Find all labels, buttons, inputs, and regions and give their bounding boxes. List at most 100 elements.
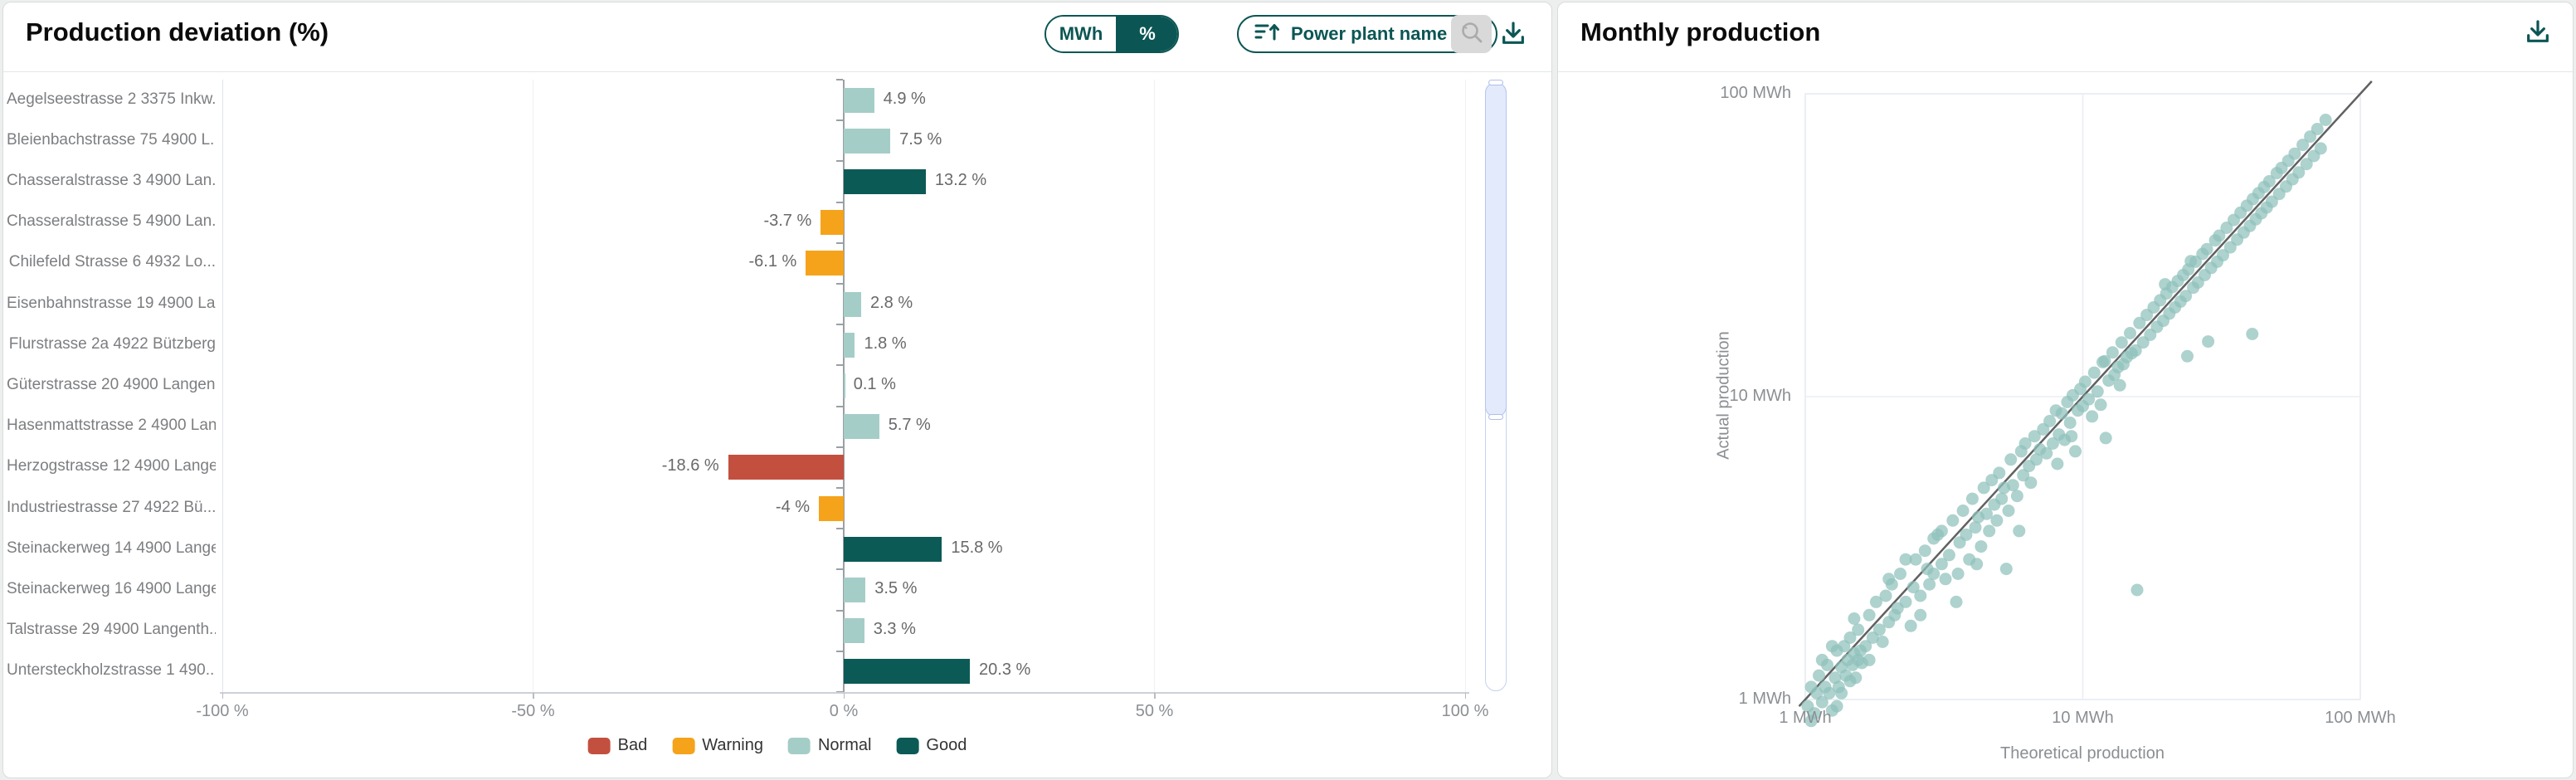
deviation-bar[interactable]	[844, 659, 971, 685]
scatter-point[interactable]	[2133, 316, 2146, 329]
scatter-point[interactable]	[2051, 457, 2064, 470]
scatter-point[interactable]	[2159, 278, 2172, 291]
scatter-point[interactable]	[1942, 548, 1955, 562]
scatter-point[interactable]	[2296, 139, 2310, 152]
scatter-point[interactable]	[2010, 490, 2023, 503]
reset-zoom-button[interactable]	[1451, 15, 1492, 53]
scatter-point[interactable]	[1921, 563, 1934, 576]
scatter-point[interactable]	[2246, 328, 2259, 340]
scatter-point[interactable]	[2028, 430, 2041, 443]
scatter-point[interactable]	[2288, 147, 2301, 160]
scatter-point[interactable]	[2078, 375, 2091, 388]
scatter-point[interactable]	[2096, 355, 2109, 368]
deviation-bar[interactable]	[844, 169, 926, 194]
scatter-point[interactable]	[1879, 589, 1892, 602]
scatter-point[interactable]	[2292, 166, 2306, 179]
scatter-point[interactable]	[1876, 636, 1889, 648]
scatter-point[interactable]	[1956, 505, 1970, 517]
scrollbar-thumb[interactable]	[1485, 80, 1507, 420]
scatter-point[interactable]	[1918, 544, 1931, 558]
scatter-point[interactable]	[2043, 415, 2057, 427]
scatter-point[interactable]	[2087, 366, 2101, 379]
scatter-point[interactable]	[1939, 573, 1952, 586]
scatter-point[interactable]	[2002, 505, 2015, 517]
scrollbar-handle-top[interactable]	[1488, 80, 1503, 85]
scatter-point[interactable]	[1965, 492, 1979, 505]
scatter-point[interactable]	[1804, 714, 1818, 728]
scatter-point[interactable]	[2024, 476, 2038, 490]
scatter-point[interactable]	[2046, 437, 2059, 450]
deviation-bar[interactable]	[819, 495, 844, 521]
legend-item[interactable]: Bad	[587, 736, 647, 755]
scatter-point[interactable]	[1813, 669, 1825, 682]
scatter-point[interactable]	[1852, 623, 1865, 636]
scatter-point[interactable]	[1835, 686, 1848, 700]
scatter-point[interactable]	[2179, 290, 2193, 303]
scatter-point[interactable]	[1935, 524, 1948, 538]
scatter-point[interactable]	[2213, 229, 2226, 242]
legend-item[interactable]: Normal	[787, 736, 871, 755]
scatter-point[interactable]	[1825, 640, 1838, 653]
scatter-point[interactable]	[1977, 481, 1990, 495]
scrollbar-track[interactable]	[1485, 80, 1507, 691]
deviation-bar[interactable]	[844, 291, 861, 317]
scatter-point[interactable]	[2202, 335, 2215, 349]
unit-toggle[interactable]: MWh %	[1045, 15, 1179, 53]
legend-item[interactable]: Warning	[672, 736, 763, 755]
deviation-bar[interactable]	[844, 536, 942, 562]
scatter-point[interactable]	[2094, 398, 2107, 412]
scatter-point[interactable]	[1993, 466, 2006, 480]
scatter-point[interactable]	[1848, 612, 1861, 625]
scatter-point[interactable]	[1882, 573, 1896, 586]
scatter-point[interactable]	[1899, 595, 1912, 608]
scatter-point[interactable]	[1899, 553, 1912, 566]
download-button[interactable]	[2524, 19, 2552, 47]
scatter-point[interactable]	[1975, 540, 1988, 553]
scatter-point[interactable]	[2262, 175, 2276, 188]
scatter-point[interactable]	[1914, 589, 1927, 602]
scatter-point[interactable]	[1869, 595, 1882, 608]
scatter-point[interactable]	[2013, 524, 2026, 538]
scatter-point[interactable]	[2181, 349, 2194, 363]
scatter-point[interactable]	[1815, 695, 1829, 709]
scatter-point[interactable]	[1872, 623, 1886, 636]
scatter-point[interactable]	[1863, 608, 1876, 622]
scatter-point[interactable]	[1970, 558, 1984, 571]
deviation-bar[interactable]	[844, 332, 855, 358]
scatter-point[interactable]	[1906, 581, 1920, 594]
scatter-point[interactable]	[1909, 553, 1922, 566]
scatter-point[interactable]	[2319, 114, 2332, 126]
scatter-point[interactable]	[1863, 653, 1876, 666]
scatter-point[interactable]	[2200, 242, 2213, 256]
deviation-bar[interactable]	[806, 251, 844, 276]
scatter-point[interactable]	[2082, 392, 2096, 406]
scatter-point[interactable]	[2006, 479, 2019, 492]
scatter-point[interactable]	[1980, 507, 1993, 520]
deviation-bar[interactable]	[844, 414, 879, 440]
scatter-point[interactable]	[2099, 431, 2112, 445]
scatter-point[interactable]	[1843, 675, 1857, 688]
scatter-point[interactable]	[1904, 619, 1917, 632]
scatter-point[interactable]	[1983, 524, 1996, 538]
scatter-point[interactable]	[2004, 453, 2018, 466]
deviation-bar[interactable]	[821, 210, 844, 236]
scatter-point[interactable]	[1914, 608, 1927, 622]
scatter-point[interactable]	[2265, 195, 2278, 208]
scatter-point[interactable]	[1815, 653, 1829, 666]
scatter-point[interactable]	[2091, 385, 2104, 398]
scatter-point[interactable]	[2113, 378, 2126, 392]
deviation-bar[interactable]	[844, 87, 874, 113]
scatter-point[interactable]	[2130, 583, 2144, 597]
scatter-point[interactable]	[2217, 249, 2229, 262]
deviation-bar[interactable]	[844, 373, 845, 398]
scatter-point[interactable]	[1830, 700, 1843, 713]
deviation-bar[interactable]	[728, 455, 844, 480]
download-button[interactable]	[1499, 21, 1527, 49]
scatter-point[interactable]	[2300, 158, 2313, 171]
scatter-point[interactable]	[2055, 407, 2068, 420]
scatter-point[interactable]	[1995, 492, 2009, 505]
scatter-point[interactable]	[1960, 528, 1973, 541]
scatter-point[interactable]	[1969, 521, 1982, 534]
toggle-mwh-button[interactable]: MWh	[1046, 17, 1118, 51]
scatter-point[interactable]	[1823, 686, 1836, 700]
